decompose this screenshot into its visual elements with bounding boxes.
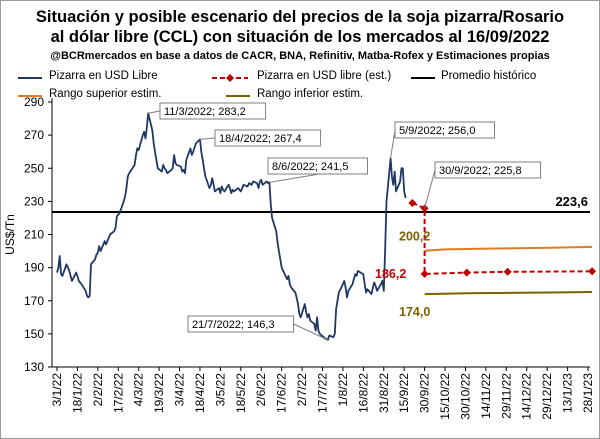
y-tick-label: 170 (24, 294, 44, 308)
legend-swatch-rango-sup (18, 95, 42, 97)
x-tick-label: 17/2/22 (111, 373, 125, 413)
x-tick-label: 29/11/22 (499, 373, 513, 419)
legend-label-promedio: Promedio histórico (441, 70, 537, 82)
x-tick-label: 31/8/22 (377, 373, 391, 413)
annotation-label: 18/4/2022; 267,4 (219, 133, 302, 145)
x-tick-label: 14/12/22 (520, 373, 534, 420)
legend-swatch-pizarra-est (212, 74, 248, 82)
annotation-leader (148, 110, 161, 114)
annotation-label: 5/9/2022; 256,0 (399, 125, 475, 137)
annotation-leader (390, 129, 396, 159)
legend-label-pizarra: Pizarra en USD Libre (49, 70, 158, 82)
x-tick-label: 29/12/22 (540, 373, 554, 420)
series-pizarra-est-point (408, 199, 417, 208)
annotation-box (214, 129, 322, 147)
rango-sup-value-label: 200,2 (399, 230, 430, 244)
legend-label-rango-inf: Rango inferior estim. (257, 88, 364, 100)
series-pizarra-line (56, 112, 407, 341)
legend-label-rango-sup: Rango superior estim. (49, 88, 162, 100)
x-tick-label: 14/11/22 (479, 373, 493, 419)
x-tick-label: 17/7/22 (316, 373, 330, 413)
x-tick-label: 2/7/22 (295, 373, 309, 407)
x-tick-label: 18/5/22 (234, 373, 248, 413)
x-tick-label: 4/3/22 (132, 373, 146, 407)
chart-subtitle: @BCRmercados en base a datos de CACR, BN… (50, 50, 550, 62)
x-tick-label: 17/6/22 (275, 373, 289, 413)
x-tick-label: 15/10/22 (438, 373, 452, 420)
annotation-leader (199, 137, 216, 140)
series-pizarra-est-point (503, 267, 512, 276)
legend-swatch-pizarra (18, 77, 42, 79)
annotation-label: 11/3/2022; 283,2 (164, 106, 246, 118)
series-pizarra-est-point (462, 268, 471, 277)
annotation-label: 8/6/2022; 241,5 (272, 161, 348, 173)
annotation-label: 30/9/2022; 225,8 (439, 165, 522, 177)
y-tick-label: 210 (24, 228, 44, 242)
x-tick-label: 18/1/22 (70, 373, 84, 413)
x-tick-label: 15/9/22 (397, 373, 411, 413)
y-tick-label: 270 (24, 128, 44, 142)
promedio-value-label: 223,6 (555, 194, 588, 209)
annotation-box (394, 121, 495, 139)
x-tick-label: 1/8/22 (336, 373, 350, 407)
legend-swatch-promedio (411, 77, 435, 79)
series-rango-inf-line (424, 291, 593, 296)
annotation-leader (293, 323, 329, 341)
annotation-box (159, 102, 267, 120)
y-tick-label: 150 (24, 327, 44, 341)
annotation-box (267, 157, 368, 175)
chart-title-line1: Situación y posible escenario del precio… (35, 8, 565, 26)
x-tick-label: 3/4/22 (173, 373, 187, 407)
x-tick-label: 16/8/22 (356, 373, 370, 413)
legend-label-pizarra-est: Pizarra en USD libre (est.) (257, 70, 392, 82)
x-tick-label: 2/6/22 (254, 373, 268, 407)
pizarra-est-value-label: 186,2 (375, 267, 406, 281)
series-rango-sup-line (424, 245, 593, 252)
y-tick-label: 290 (24, 95, 44, 109)
annotation-leader (424, 169, 436, 209)
series-pizarra-est-point (588, 267, 597, 276)
rango-inf-value-label: 174,0 (399, 305, 430, 319)
y-tick-label: 130 (24, 360, 44, 374)
y-axis-title: US$/Tn (3, 214, 17, 255)
chart-title-line2: al dólar libre (CCL) con situación de lo… (50, 28, 550, 46)
annotation-label: 21/7/2022; 146,3 (192, 319, 275, 331)
series-pizarra-est-line (412, 202, 593, 275)
x-tick-label: 13/1/23 (561, 373, 575, 413)
x-tick-label: 2/2/22 (91, 373, 105, 407)
x-tick-label: 18/4/22 (193, 373, 207, 413)
x-tick-label: 28/1/23 (581, 373, 595, 413)
y-tick-label: 230 (24, 194, 44, 208)
legend-swatch-rango-inf (226, 95, 250, 97)
annotation-box (434, 161, 542, 179)
x-tick-label: 30/9/22 (418, 373, 432, 413)
y-tick-label: 190 (24, 261, 44, 275)
x-tick-label: 3/5/22 (213, 373, 227, 407)
y-tick-label: 250 (24, 161, 44, 175)
annotation-box (187, 315, 295, 333)
x-tick-label: 3/1/22 (50, 373, 64, 407)
series-pizarra-est-point (420, 269, 429, 278)
x-tick-label: 19/3/22 (152, 373, 166, 413)
x-tick-label: 30/10/22 (458, 373, 472, 420)
